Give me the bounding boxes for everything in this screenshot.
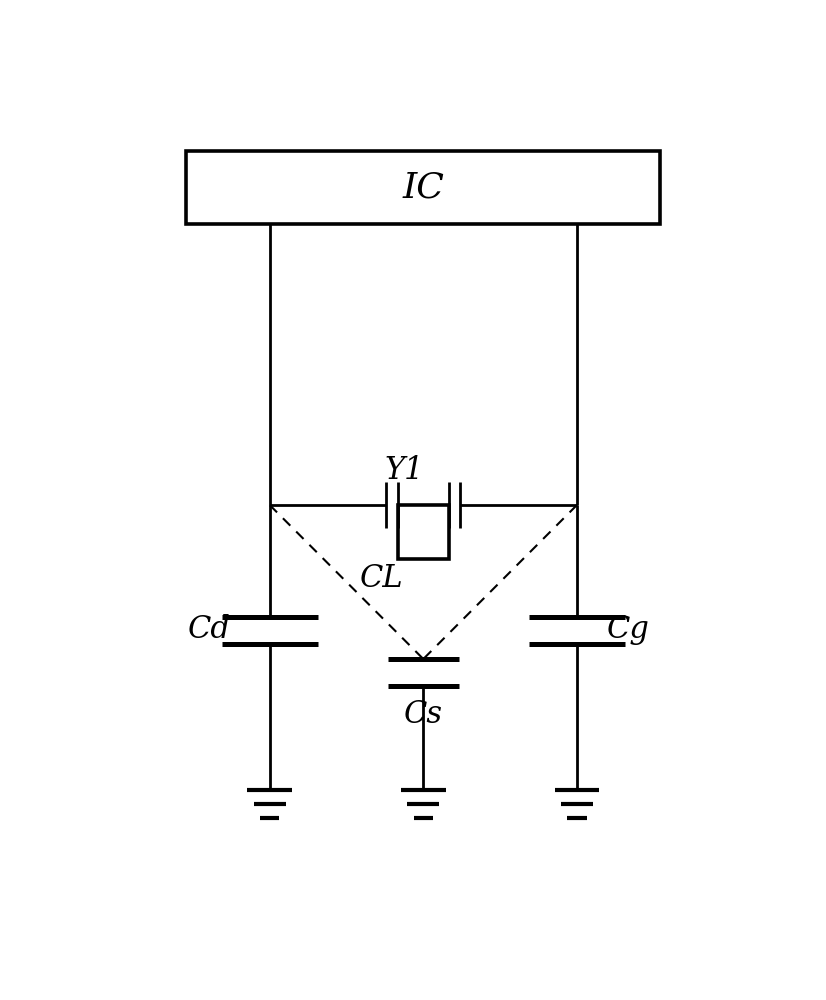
Text: IC: IC <box>402 171 444 205</box>
Text: Y1: Y1 <box>384 455 424 486</box>
Bar <box>398 505 449 559</box>
Text: CL: CL <box>360 563 404 594</box>
Text: Cs: Cs <box>404 699 443 730</box>
Bar <box>187 151 660 224</box>
Text: Cg: Cg <box>607 614 649 645</box>
Text: Cd: Cd <box>188 614 230 645</box>
